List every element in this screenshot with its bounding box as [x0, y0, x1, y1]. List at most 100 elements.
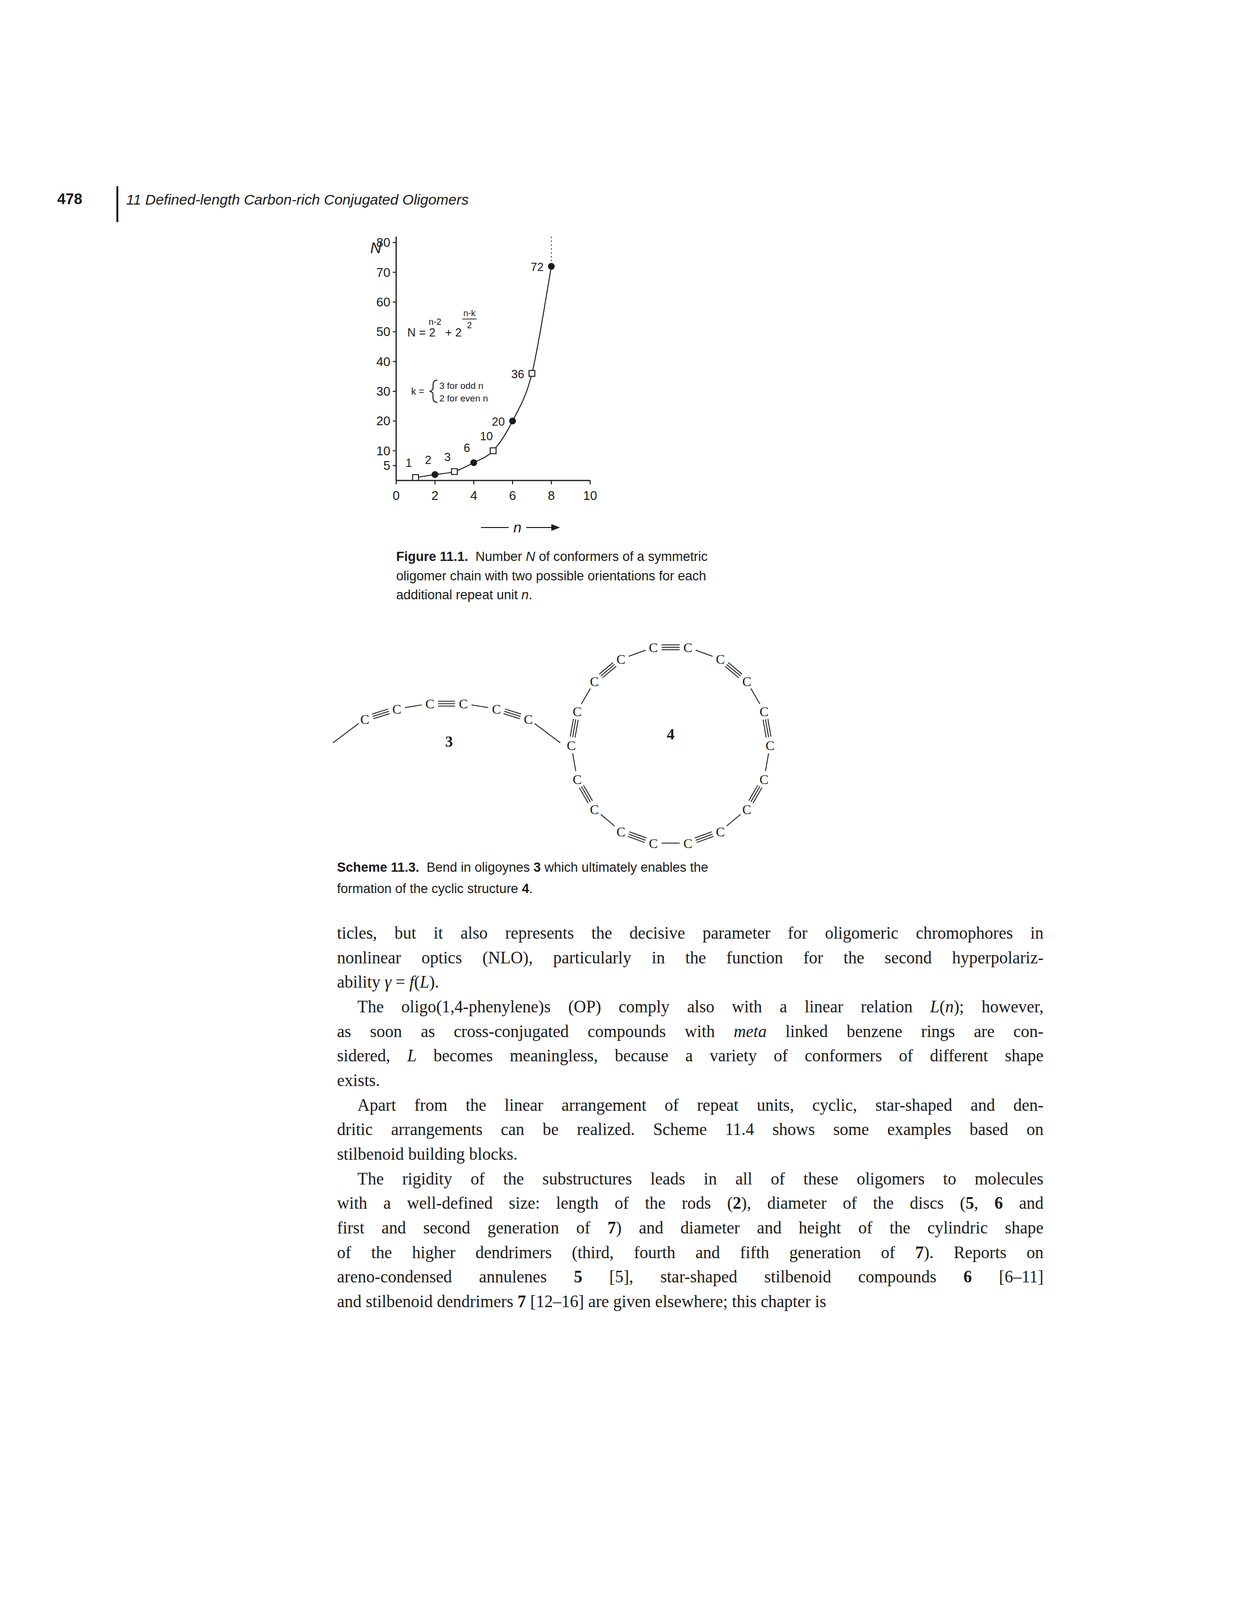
- text-segment: L: [930, 997, 940, 1017]
- y-tick: [392, 450, 397, 452]
- atom: C: [683, 640, 693, 656]
- marker-square: [451, 468, 458, 475]
- text-segment: Scheme 11.3.: [337, 860, 420, 875]
- atom: C: [458, 696, 468, 712]
- text-segment: n: [521, 587, 529, 603]
- atom: C: [683, 835, 693, 852]
- body-line: The rigidity of the substructures leads …: [357, 1169, 1044, 1189]
- body-line: Apart from the linear arrangement of rep…: [357, 1095, 1044, 1116]
- atom: C: [590, 674, 600, 690]
- annotation: n-k: [463, 308, 476, 319]
- body-line: ability γ = f(L).: [337, 972, 1044, 993]
- y-tick-label: 10: [376, 443, 391, 459]
- text-segment: and stilbenoid dendrimers: [337, 1292, 518, 1312]
- bond: [583, 785, 593, 801]
- atom: C: [425, 696, 435, 712]
- bond: [628, 650, 646, 657]
- bond: [726, 664, 741, 676]
- atom: C: [572, 704, 582, 720]
- structure-label: 4: [666, 725, 675, 743]
- bond: [371, 708, 388, 715]
- annotation: k =: [411, 385, 425, 397]
- x-tick: [434, 480, 436, 485]
- text-segment: which ultimately enables the: [540, 860, 708, 875]
- text-segment: ); however,: [953, 997, 1044, 1017]
- bond: [765, 753, 769, 772]
- text-segment: ability: [337, 972, 385, 992]
- bond: [726, 814, 741, 827]
- atom: C: [360, 711, 370, 727]
- chart: 510203040506070800246810NnN = 2n-2+ 2n-k…: [369, 235, 597, 536]
- bond: [503, 713, 520, 720]
- brace: [429, 380, 438, 403]
- text-segment: additional repeat unit: [396, 587, 522, 603]
- text-segment: Apart from the linear arrangement of rep…: [357, 1095, 1044, 1115]
- running-title: 11 Defined-length Carbon-rich Conjugated…: [126, 191, 469, 209]
- y-tick-label: 50: [376, 324, 391, 339]
- bond: [661, 649, 680, 651]
- bond: [694, 832, 712, 839]
- annotation: n-2: [428, 317, 442, 327]
- y-tick-label: 40: [376, 354, 391, 370]
- bond: [437, 703, 455, 705]
- bond: [437, 705, 455, 707]
- text-segment: as soon as cross-conjugated compounds wi…: [337, 1022, 734, 1042]
- bond: [661, 842, 680, 844]
- text-segment: areno-condensed annulenes: [337, 1267, 574, 1287]
- y-axis: [395, 236, 398, 481]
- bond: [695, 650, 713, 657]
- data-label: 20: [491, 415, 505, 429]
- x-tick-label: 0: [392, 488, 400, 503]
- dotted-guide: [550, 236, 552, 267]
- y-tick-label: 20: [376, 413, 391, 429]
- marker-circle: [509, 417, 516, 425]
- x-tick-label: 4: [470, 488, 478, 503]
- atom: C: [765, 738, 775, 754]
- marker-square: [412, 474, 419, 481]
- atom: C: [742, 674, 752, 690]
- text-segment: ,: [974, 1193, 995, 1213]
- text-segment: 6: [963, 1267, 973, 1287]
- bond: [600, 814, 615, 827]
- bond: [572, 753, 576, 772]
- atom: C: [742, 802, 752, 818]
- bond: [373, 713, 390, 720]
- bond: [581, 688, 591, 705]
- caption-line: Scheme 11.3. Bend in oligoynes 3 which u…: [337, 860, 709, 876]
- x-label-arrow: [526, 527, 554, 529]
- text-segment: of the higher dendrimers (third, fourth …: [337, 1243, 916, 1263]
- atom: C: [590, 802, 600, 818]
- text-segment: n: [945, 997, 954, 1017]
- y-tick: [392, 301, 397, 303]
- x-axis: [396, 480, 591, 482]
- y-tick: [392, 331, 397, 333]
- text-segment: exists.: [337, 1071, 380, 1091]
- atom: C: [648, 835, 659, 852]
- text-segment: =: [391, 972, 410, 992]
- text-segment: ).: [429, 972, 439, 992]
- text-segment: 7: [517, 1292, 527, 1312]
- y-tick-label: 30: [376, 384, 391, 399]
- y-tick: [392, 465, 397, 466]
- body-line: nonlinear optics (NLO), particularly in …: [337, 948, 1044, 968]
- body-line: ticles, but it also represents the decis…: [337, 923, 1044, 944]
- scheme: CCCCCC3CCCCCCCCCCCCCCCCCC4: [333, 640, 775, 852]
- y-tick: [392, 390, 397, 392]
- marker-circle: [547, 262, 555, 270]
- atom: C: [616, 651, 626, 667]
- text-segment: ticles, but it also represents the decis…: [337, 923, 1044, 943]
- text-segment: N: [525, 549, 536, 564]
- body-line: sidered, L becomes meaningless, because …: [337, 1046, 1044, 1066]
- data-label: 6: [463, 441, 470, 455]
- x-tick: [395, 480, 397, 485]
- text-segment: Number: [468, 549, 527, 564]
- structure-label: 3: [445, 732, 453, 751]
- body-line: as soon as cross-conjugated compounds wi…: [337, 1022, 1044, 1042]
- text-segment: 2: [732, 1193, 742, 1213]
- bond: [372, 711, 389, 717]
- bond: [437, 700, 455, 702]
- y-tick: [392, 241, 397, 243]
- atom: C: [616, 824, 626, 840]
- annotation: 3 for odd n: [439, 380, 484, 391]
- atom: C: [759, 704, 769, 720]
